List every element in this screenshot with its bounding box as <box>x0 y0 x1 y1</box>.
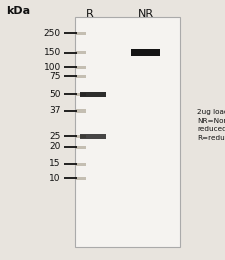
Text: 50: 50 <box>49 90 61 99</box>
Text: kDa: kDa <box>6 6 30 16</box>
Bar <box>81 134 106 139</box>
Bar <box>75 17 180 247</box>
Bar <box>76 109 86 113</box>
Text: 75: 75 <box>49 72 61 81</box>
Text: 100: 100 <box>43 63 61 72</box>
Bar <box>76 93 86 96</box>
Bar <box>76 146 86 149</box>
Text: 20: 20 <box>49 142 61 151</box>
Text: NR: NR <box>138 9 154 19</box>
Text: R: R <box>86 9 94 19</box>
Bar <box>76 51 86 54</box>
Bar <box>81 92 106 97</box>
Text: 10: 10 <box>49 174 61 183</box>
Text: 37: 37 <box>49 106 61 115</box>
Bar <box>76 177 86 180</box>
Text: 15: 15 <box>49 159 61 168</box>
Bar <box>130 49 160 56</box>
Bar <box>76 32 86 35</box>
Bar <box>76 162 86 166</box>
Text: 25: 25 <box>49 132 61 141</box>
Bar <box>76 75 86 78</box>
Text: 150: 150 <box>43 48 61 57</box>
Text: 250: 250 <box>44 29 61 38</box>
Text: 2ug loading
NR=Non-
reduced
R=reduced: 2ug loading NR=Non- reduced R=reduced <box>197 109 225 141</box>
Bar <box>76 135 86 138</box>
Bar <box>76 66 86 69</box>
